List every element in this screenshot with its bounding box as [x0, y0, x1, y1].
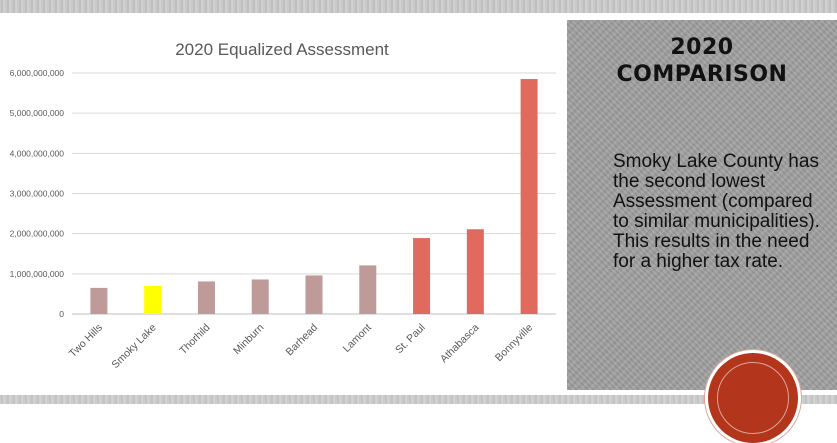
- assessment-chart: 2020 Equalized Assessment 0 1,000,000,000…: [0, 20, 560, 390]
- decorative-circle-badge: [708, 353, 798, 443]
- assessment-bar-chart: 2020 Equalized Assessment 0 1,000,000,000…: [10, 40, 556, 371]
- bar-lamont: [359, 265, 377, 314]
- bar-athabasca: [466, 229, 484, 314]
- y-tick-label: 3,000,000,000: [10, 189, 65, 199]
- bar-st-paul: [413, 238, 431, 314]
- top-texture-band: [0, 0, 837, 13]
- bar-thorhild: [197, 281, 215, 314]
- x-tick-label: Athabasca: [438, 322, 482, 366]
- bottom-texture-band: [0, 395, 837, 404]
- y-tick-label: 2,000,000,000: [10, 229, 65, 239]
- bar-minburn: [251, 279, 269, 314]
- badge-inner-ring: [717, 362, 789, 434]
- comparison-body-text: Smoky Lake County has the second lowest …: [613, 151, 820, 272]
- comparison-heading-word: COMPARISON: [616, 62, 788, 87]
- y-tick-label: 5,000,000,000: [10, 108, 65, 118]
- gridlines: [72, 72, 556, 315]
- y-tick-label: 6,000,000,000: [10, 68, 65, 78]
- x-tick-label: Two Hills: [67, 322, 105, 360]
- x-tick-label: Lamont: [341, 322, 374, 355]
- x-tick-label: Smoky Lake: [109, 322, 158, 371]
- bar-two-hills: [90, 287, 108, 314]
- comparison-heading-year: 2020: [670, 35, 734, 60]
- x-tick-label: Minburn: [231, 322, 266, 357]
- x-tick-label: Thorhild: [177, 322, 212, 357]
- y-axis-tick-labels: 0 1,000,000,000 2,000,000,000 3,000,000,000…: [10, 68, 65, 319]
- comparison-heading: 2020 COMPARISON: [567, 34, 837, 88]
- bars: [90, 79, 538, 315]
- y-tick-label: 1,000,000,000: [10, 269, 65, 279]
- bar-smoky-lake: [144, 285, 162, 314]
- y-tick-label: 4,000,000,000: [10, 148, 65, 158]
- chart-title: 2020 Equalized Assessment: [175, 40, 389, 59]
- y-tick-label: 0: [59, 309, 64, 319]
- bar-barhead: [305, 275, 323, 314]
- bar-bonnyville: [520, 79, 538, 315]
- x-tick-label: Bonnyville: [493, 322, 535, 364]
- x-tick-label: Barhead: [284, 322, 321, 359]
- x-tick-label: St. Paul: [393, 322, 427, 356]
- x-axis-tick-labels: Two Hills Smoky Lake Thorhild Minburn Barhea…: [67, 322, 536, 371]
- comparison-panel: 2020 COMPARISON Smoky Lake County has th…: [567, 20, 837, 390]
